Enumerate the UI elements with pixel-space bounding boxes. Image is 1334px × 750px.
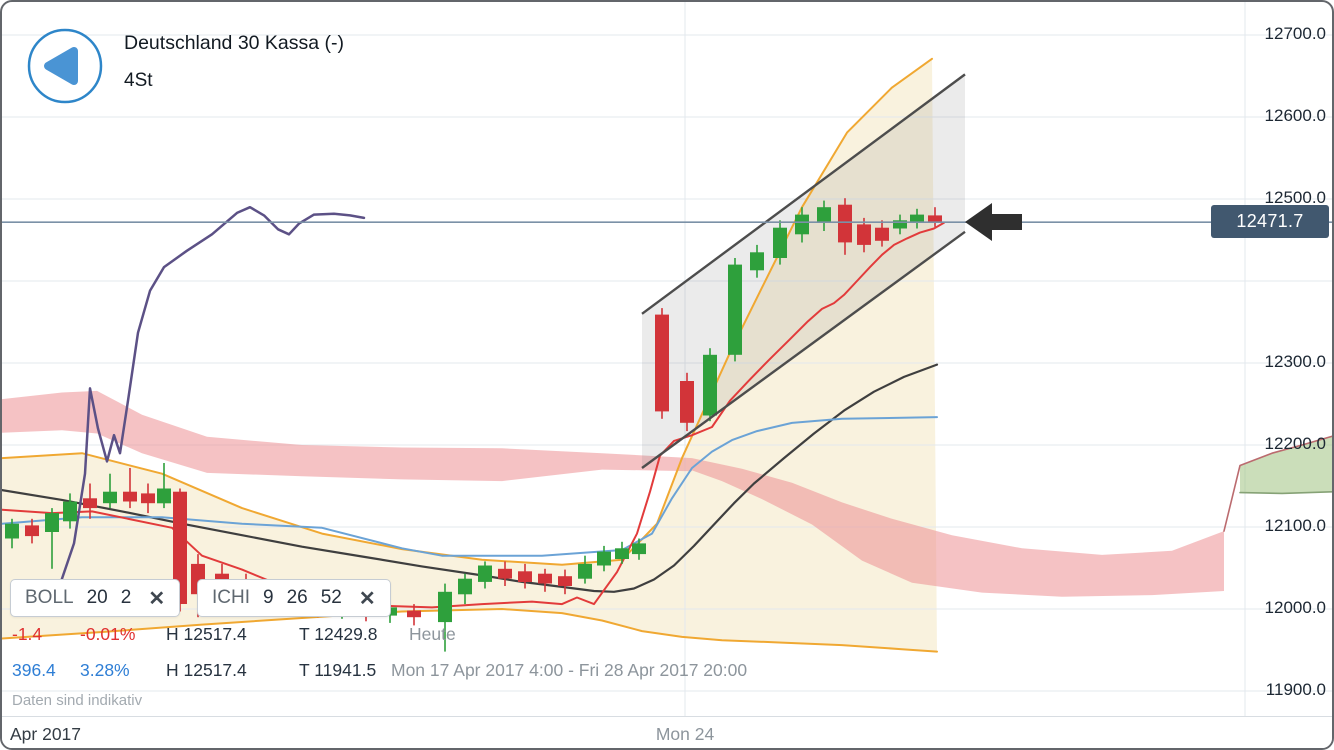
high-range: H 12517.4 <box>166 660 247 680</box>
disclaimer-text: Daten sind indikativ <box>12 692 143 709</box>
back-arrow-icon <box>27 28 103 104</box>
indicator-param: 2 <box>120 587 132 608</box>
period-range: Mon 17 Apr 2017 4:00 - Fri 28 Apr 2017 2… <box>391 660 748 680</box>
change-pct-today: -0.01% <box>80 624 136 644</box>
price-tick-label: 12000.0 <box>1264 598 1326 617</box>
time-axis-label-day: Mon 24 <box>655 724 715 744</box>
price-tick-label: 12700.0 <box>1264 24 1326 43</box>
time-axis: Apr 2017 Mon 24 <box>2 716 1332 748</box>
indicator-lines <box>2 57 1332 653</box>
chart-canvas[interactable] <box>2 2 1334 717</box>
price-tick-label: 12100.0 <box>1264 516 1326 535</box>
price-tick-label: 12300.0 <box>1264 352 1326 371</box>
price-tick-label: 11900.0 <box>1265 680 1326 699</box>
indicator-chip-ichi[interactable]: ICHI 9 26 52 ✕ <box>197 579 391 617</box>
change-pct-range: 3.28% <box>80 660 130 680</box>
low-range: T 11941.5 <box>299 660 377 680</box>
indicator-param: 20 <box>86 587 108 608</box>
trend-channel-edges[interactable] <box>641 73 966 469</box>
change-range: 396.4 <box>12 660 56 680</box>
black-ma-line <box>2 363 939 593</box>
ichimoku-cloud-right <box>692 458 1224 597</box>
price-tick-label: 12600.0 <box>1264 106 1326 125</box>
indicator-name: BOLL <box>25 587 74 608</box>
bollinger-lower <box>2 608 938 653</box>
back-button[interactable] <box>26 27 104 105</box>
candles <box>5 198 942 652</box>
close-icon[interactable]: ✕ <box>358 587 376 610</box>
instrument-title: Deutschland 30 Kassa (-) <box>124 32 345 54</box>
close-icon[interactable]: ✕ <box>148 587 166 610</box>
indicator-param: 52 <box>320 587 342 608</box>
current-price-badge: 12471.7 <box>1211 205 1329 238</box>
low-today: T 12429.8 <box>299 624 378 644</box>
price-tick-label: 12200.0 <box>1264 434 1326 453</box>
high-today: H 12517.4 <box>166 624 247 644</box>
indicator-param: 26 <box>286 587 308 608</box>
time-axis-label-month: Apr 2017 <box>10 724 82 744</box>
period-today: Heute <box>409 624 456 644</box>
arrow-annotation[interactable] <box>965 203 1022 241</box>
bollinger-band-fill <box>2 58 937 652</box>
indicator-chip-boll[interactable]: BOLL 20 2 ✕ <box>10 579 181 617</box>
indicator-param: 9 <box>263 587 274 608</box>
timeframe-label: 4St <box>124 70 153 91</box>
senkou-a-future <box>1223 435 1332 532</box>
change-today: -1.4 <box>12 624 43 644</box>
senkou-b-future <box>1239 491 1332 495</box>
ichimoku-clouds <box>2 390 1332 597</box>
ichimoku-cloud-bullish <box>1240 436 1332 494</box>
ichimoku-cloud-left <box>2 390 692 482</box>
indicator-name: ICHI <box>212 587 250 608</box>
price-tick-label: 12500.0 <box>1264 188 1326 207</box>
blue-kijun-line <box>2 416 938 557</box>
